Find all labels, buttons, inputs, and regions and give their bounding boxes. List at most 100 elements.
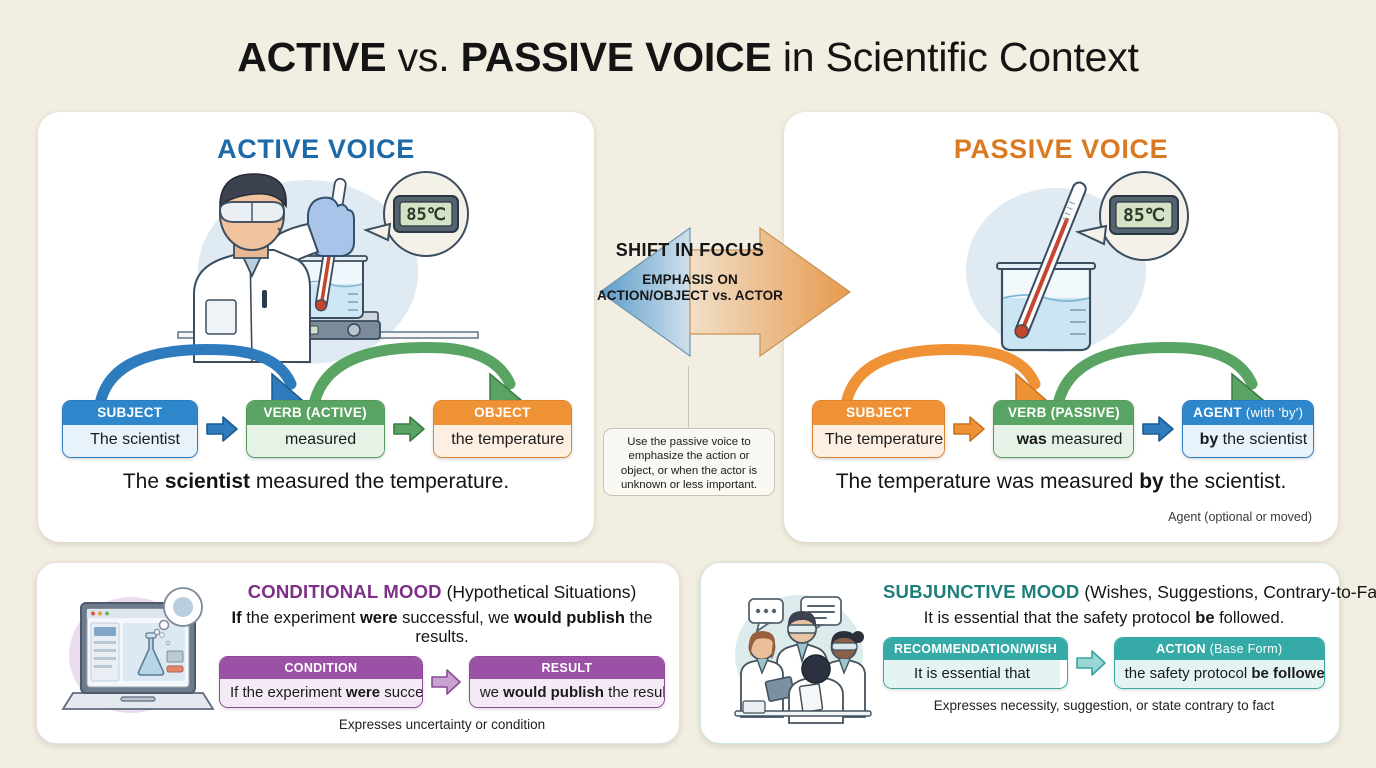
chip-verb[interactable]: VERB (ACTIVE) measured <box>245 400 385 458</box>
subjunctive-card-caption: Expresses necessity, suggestion, or stat… <box>933 698 1275 713</box>
arrow-recommendation-to-action <box>1075 650 1106 676</box>
chip-action-caption-sub: (Base Form) <box>1205 641 1283 656</box>
chip-agent-caption: AGENT <box>1193 405 1242 420</box>
chip-agent-value: the scientist <box>1218 431 1308 448</box>
arrow-passive-subject-to-verb <box>953 416 986 442</box>
note-connector-line <box>688 366 689 428</box>
conditional-title-rest: (Hypothetical Situations) <box>441 582 637 602</box>
chip-result-pre: we <box>479 684 504 701</box>
active-chip-row: SUBJECT The scientist VERB (ACTIVE) meas… <box>62 400 572 458</box>
passive-voice-heading: PASSIVE VOICE <box>953 134 1169 164</box>
conditional-chip-row: CONDITION If the experiment were success… <box>219 656 665 708</box>
arrow-subject-to-verb <box>205 416 238 442</box>
passive-sentence-bold: by <box>1139 470 1164 493</box>
conditional-example-were: were <box>359 609 398 627</box>
scientists-discussion-illustration <box>727 585 877 724</box>
title-part-vs: vs. <box>386 34 461 80</box>
chip-agent-caption-sub: (with 'by') <box>1241 405 1304 420</box>
shift-in-focus-arrow <box>598 226 852 358</box>
arrow-verb-to-object <box>392 416 425 442</box>
subjunctive-example-pre: It is essential that the safety protocol <box>923 609 1196 627</box>
arrow-condition-to-result <box>431 669 461 695</box>
conditional-example-if: If <box>231 609 242 627</box>
chip-action-bold: be followed <box>1251 665 1325 682</box>
active-sentence-pre: The <box>122 470 165 493</box>
passive-voice-usage-note: Use the passive voice to emphasize the a… <box>603 428 775 496</box>
chip-object[interactable]: OBJECT the temperature <box>432 400 572 458</box>
title-part-passive: PASSIVE VOICE <box>460 34 772 80</box>
conditional-card-body: CONDITIONAL MOOD (Hypothetical Situation… <box>219 581 665 732</box>
chip-action-pre: the safety protocol <box>1124 665 1252 682</box>
chip-subject[interactable]: SUBJECT The scientist <box>62 400 198 458</box>
agent-footnote: Agent (optional or moved) <box>1168 510 1312 524</box>
title-part-active: ACTIVE <box>237 34 387 80</box>
chip-result-caption: RESULT <box>541 660 593 675</box>
conditional-card-caption: Expresses uncertainty or condition <box>338 717 546 732</box>
active-temperature-readout: 85℃ <box>406 205 446 225</box>
subjunctive-example-sentence: It is essential that the safety protocol… <box>883 609 1325 628</box>
chip-result-bold: would publish <box>503 684 604 701</box>
chip-passive-verb-value: measured <box>1046 431 1123 448</box>
chip-action[interactable]: ACTION (Base Form) the safety protocol b… <box>1113 637 1325 689</box>
passive-sentence-post: the scientist. <box>1163 470 1287 493</box>
beaker-thermometer-illustration: 85℃ <box>944 170 1204 375</box>
chip-condition-pre: If the experiment <box>230 684 346 701</box>
chip-agent[interactable]: AGENT (with 'by') by the scientist <box>1182 400 1314 458</box>
conditional-title-key: CONDITIONAL MOOD <box>247 581 442 602</box>
chip-action-caption: ACTION <box>1156 641 1206 656</box>
active-example-sentence: The scientist measured the temperature. <box>38 470 594 494</box>
subjunctive-card-body: SUBJUNCTIVE MOOD (Wishes, Suggestions, C… <box>883 581 1376 713</box>
arrow-passive-verb-to-agent <box>1142 416 1175 442</box>
chip-passive-verb-bold: was <box>1016 431 1047 448</box>
active-voice-heading: ACTIVE VOICE <box>217 134 415 164</box>
chip-agent-bold: by <box>1199 431 1219 448</box>
chip-passive-verb-caption: VERB (PASSIVE) <box>1007 405 1120 420</box>
chip-object-value: the temperature <box>451 431 565 448</box>
chip-recommendation-value: It is essential that <box>914 665 1030 682</box>
conditional-example-mid1: the experiment <box>241 609 360 627</box>
chip-result-post: the results <box>608 684 665 701</box>
subjunctive-title-key: SUBJUNCTIVE MOOD <box>883 581 1080 602</box>
active-sentence-post: measured the temperature. <box>250 470 510 493</box>
active-flow-arrows <box>94 341 523 410</box>
chip-passive-subject-caption: SUBJECT <box>846 405 912 420</box>
chip-verb-value: measured <box>284 431 357 448</box>
passive-flow-arrows <box>840 341 1265 410</box>
chip-object-caption: OBJECT <box>474 405 531 420</box>
chip-subject-value: The scientist <box>90 431 180 448</box>
passive-example-sentence: The temperature was measured by the scie… <box>784 470 1338 494</box>
chip-condition[interactable]: CONDITION If the experiment were success… <box>219 656 423 708</box>
page-title: ACTIVE vs. PASSIVE VOICE in Scientific C… <box>0 34 1376 81</box>
passive-chip-row: SUBJECT The temperature VERB (PASSIVE) w… <box>812 400 1314 458</box>
chip-condition-bold: were <box>345 684 381 701</box>
subjunctive-title-rest: (Wishes, Suggestions, Contrary-to-Fact) <box>1079 582 1376 602</box>
chip-condition-caption: CONDITION <box>284 660 358 675</box>
laptop-flask-illustration <box>61 585 215 723</box>
chip-subject-caption: SUBJECT <box>97 405 163 420</box>
scientist-measuring-illustration: 85℃ <box>158 171 488 372</box>
chip-condition-post: successful <box>384 684 423 701</box>
chip-recommendation[interactable]: RECOMMENDATION/WISH It is essential that <box>883 637 1068 689</box>
subjunctive-chip-row: RECOMMENDATION/WISH It is essential that… <box>883 637 1325 689</box>
chip-passive-subject-value: The temperature <box>824 431 944 448</box>
conditional-example-sentence: If the experiment were successful, we wo… <box>219 609 665 647</box>
chip-passive-verb[interactable]: VERB (PASSIVE) was measured <box>993 400 1135 458</box>
passive-voice-panel: PASSIVE VOICE <box>784 112 1338 542</box>
subjunctive-example-be: be <box>1195 609 1215 627</box>
chip-result[interactable]: RESULT we would publish the results <box>468 656 665 708</box>
title-part-context: in Scientific Context <box>771 34 1139 80</box>
passive-temperature-readout: 85℃ <box>1123 205 1165 226</box>
conditional-mood-card: CONDITIONAL MOOD (Hypothetical Situation… <box>36 562 680 744</box>
subjunctive-example-post: followed. <box>1214 609 1285 627</box>
passive-sentence-pre: The temperature was measured <box>835 470 1140 493</box>
conditional-example-mid2: successful, we <box>397 609 515 627</box>
subjunctive-mood-card: SUBJUNCTIVE MOOD (Wishes, Suggestions, C… <box>700 562 1376 744</box>
active-sentence-bold: scientist <box>164 470 251 493</box>
chip-verb-caption: VERB (ACTIVE) <box>263 405 367 420</box>
conditional-card-title: CONDITIONAL MOOD (Hypothetical Situation… <box>219 581 665 603</box>
conditional-example-post: the results. <box>415 609 653 646</box>
chip-passive-subject[interactable]: SUBJECT The temperature <box>812 400 946 458</box>
conditional-example-would-publish: would publish <box>514 609 625 627</box>
subjunctive-card-title: SUBJUNCTIVE MOOD (Wishes, Suggestions, C… <box>883 581 1376 603</box>
